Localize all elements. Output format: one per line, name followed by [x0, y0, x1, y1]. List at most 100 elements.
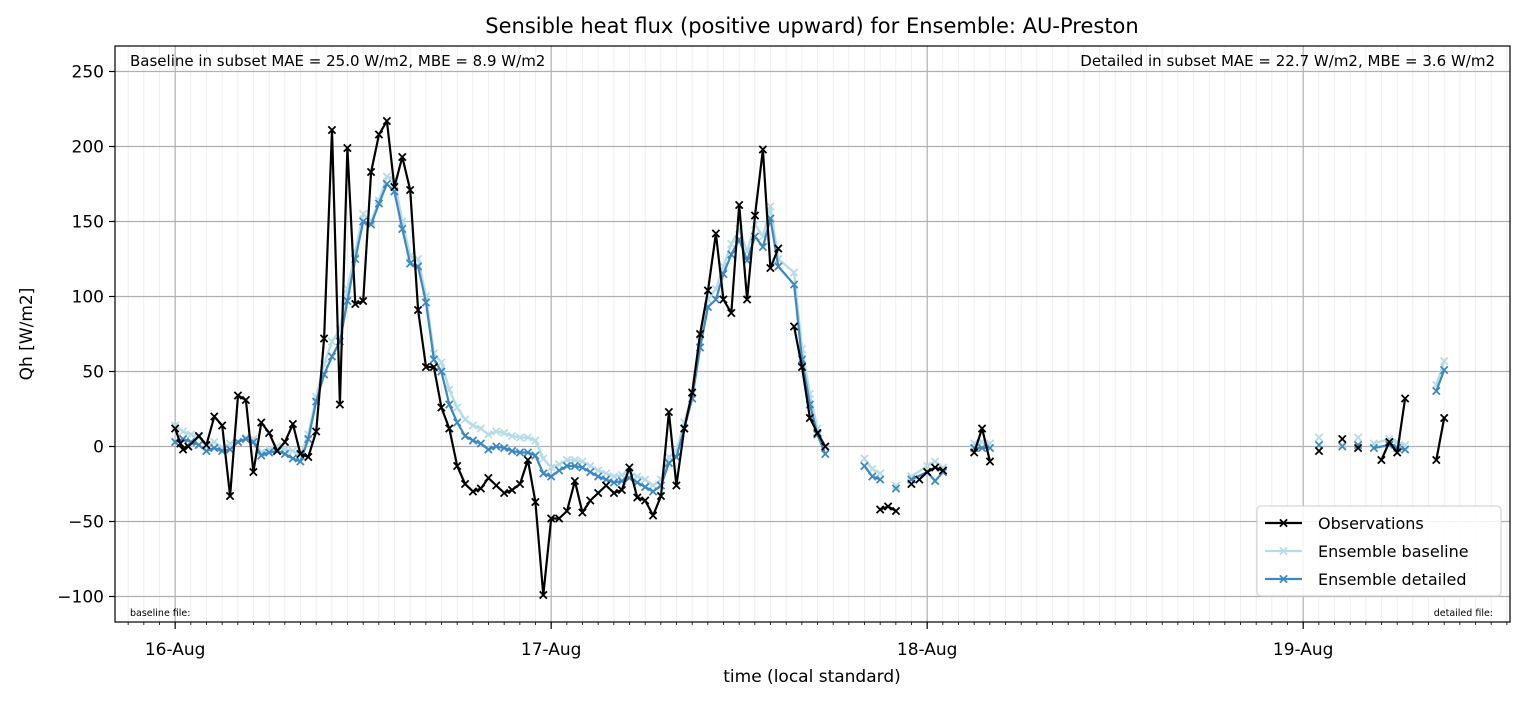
- observations-point: [578, 508, 587, 517]
- ensemble-detailed-point: [1369, 443, 1379, 453]
- observations-point: [319, 334, 329, 343]
- y-tick-label: 0: [93, 438, 104, 458]
- ensemble-baseline-point: [1353, 433, 1363, 442]
- ensemble-baseline-point: [727, 239, 736, 249]
- ensemble-detailed-point: [194, 440, 204, 450]
- observations-point: [915, 475, 924, 484]
- chart-title: Sensible heat flux (positive upward) for…: [485, 14, 1138, 38]
- detailed-file-annotation: detailed file:: [1434, 608, 1493, 619]
- observations-point: [1439, 413, 1449, 423]
- observations-point: [727, 308, 736, 318]
- ensemble-detailed-point: [789, 280, 799, 289]
- ensemble-detailed-point: [562, 461, 572, 471]
- x-tick-label: 17-Aug: [521, 640, 582, 660]
- legend-item-ensemble-detailed: Ensemble detailed: [1265, 570, 1467, 589]
- legend: Observations Ensemble baseline Ensemble de…: [1256, 505, 1502, 597]
- ensemble-baseline-point: [1314, 433, 1324, 442]
- ensemble-baseline-point: [170, 421, 180, 430]
- ensemble-baseline-point: [460, 415, 470, 424]
- ensemble-baseline-point: [437, 358, 446, 367]
- ensemble-detailed-point: [429, 355, 439, 364]
- observations-point: [280, 437, 290, 447]
- ensemble-baseline-point: [507, 431, 517, 441]
- axis-ticks: 16-Aug 17-Aug 18-Aug 19-Aug −100 −50 0 50 100 150…: [57, 63, 1508, 660]
- observations-point: [202, 440, 211, 450]
- ensemble-baseline-point: [539, 454, 548, 463]
- observations-point: [445, 424, 454, 433]
- legend-label: Ensemble baseline: [1318, 542, 1469, 561]
- observations-point: [821, 442, 830, 451]
- legend-item-ensemble-baseline: Ensemble baseline: [1265, 542, 1469, 561]
- observations-point: [343, 143, 352, 153]
- baseline-metrics-annotation: Baseline in subset MAE = 25.0 W/m2, MBE …: [130, 52, 545, 70]
- ensemble-detailed-point: [499, 443, 509, 453]
- ensemble-detailed-point: [476, 439, 486, 448]
- legend-swatch-marker: [1279, 546, 1288, 556]
- observations-point: [178, 445, 188, 454]
- observations-point: [374, 130, 384, 139]
- observations-point: [257, 418, 266, 427]
- legend-label: Ensemble detailed: [1318, 570, 1467, 589]
- ensemble-detailed-point: [327, 352, 337, 361]
- ensemble-detailed-point: [210, 443, 219, 453]
- y-tick-label: 50: [82, 363, 104, 383]
- observations-point: [358, 296, 368, 306]
- ensemble-detailed-point: [1432, 386, 1441, 396]
- ensemble-detailed-point: [727, 250, 736, 259]
- ensemble-baseline-point: [452, 403, 462, 412]
- ensemble-detailed-point: [664, 458, 674, 468]
- ensemble-detailed-point: [586, 467, 595, 477]
- plot-frame: [114, 45, 1511, 623]
- ensemble-baseline-point: [868, 464, 877, 474]
- observations-point: [1392, 448, 1402, 457]
- observations-point: [405, 185, 415, 195]
- observations-point: [170, 424, 180, 433]
- legend-swatch-marker: [1279, 574, 1288, 584]
- observations-point: [523, 455, 533, 465]
- observations-point: [194, 431, 204, 441]
- observations-point: [930, 463, 940, 472]
- observations-point: [938, 466, 948, 475]
- ensemble-baseline-point: [358, 209, 368, 219]
- observations-point: [805, 413, 815, 423]
- ensemble-detailed-point: [578, 463, 587, 472]
- ensemble-baseline-line: [1373, 437, 1406, 447]
- ensemble-baseline-point: [178, 427, 188, 436]
- ensemble-detailed-point: [382, 179, 392, 189]
- observations-point: [421, 362, 431, 372]
- ensemble-baseline-point: [766, 202, 775, 211]
- observations-point: [1377, 455, 1386, 465]
- observations-point: [288, 419, 298, 429]
- y-tick-label: 100: [72, 288, 104, 308]
- observations-point: [813, 428, 822, 438]
- ensemble-detailed-point: [288, 454, 298, 463]
- ensemble-detailed-point: [554, 466, 564, 475]
- observations-point: [1400, 394, 1410, 403]
- observations-point: [907, 479, 916, 489]
- observations-point: [335, 400, 345, 409]
- ensemble-detailed-point: [445, 400, 454, 409]
- observations-point: [476, 484, 486, 493]
- observations-point: [656, 491, 666, 501]
- observations-point: [969, 448, 979, 457]
- ensemble-detailed-point: [468, 436, 478, 445]
- y-tick-label: 200: [72, 138, 104, 158]
- observations-point: [217, 421, 227, 430]
- ensemble-detailed-point: [280, 449, 290, 459]
- y-tick-label: −50: [68, 513, 104, 533]
- observations-point: [429, 362, 439, 372]
- y-axis-label: Qh [W/m2]: [17, 288, 37, 381]
- ensemble-detailed-point: [296, 457, 305, 466]
- observations-point: [562, 506, 572, 516]
- observations-point: [750, 211, 760, 220]
- observations-point: [633, 493, 642, 502]
- ensemble-detailed-point: [1338, 442, 1347, 451]
- observations-point: [413, 305, 423, 315]
- ensemble-baseline-point: [546, 463, 556, 472]
- observations-point: [382, 116, 392, 126]
- ensemble-detailed-point: [868, 472, 877, 481]
- ensemble-baseline-point: [531, 436, 540, 445]
- ensemble-detailed-point: [304, 434, 313, 444]
- observations-point: [1385, 437, 1394, 447]
- ensemble-detailed-point: [225, 445, 235, 454]
